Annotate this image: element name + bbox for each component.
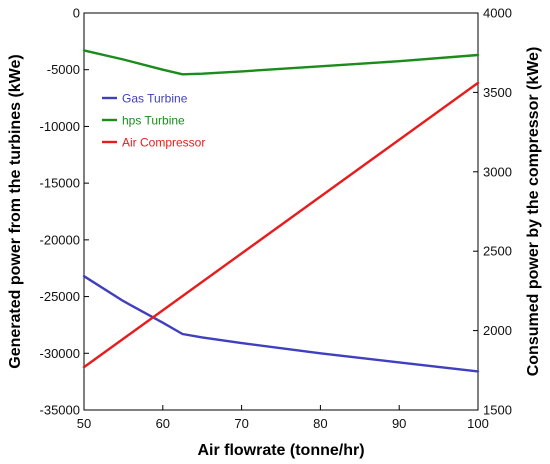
left-tick-label: -30000 [40,346,80,361]
legend-box [98,86,214,156]
right-tick-label: 2500 [483,244,512,259]
legend: Gas Turbine hps Turbine Air Compressor [98,86,214,156]
legend-label-gas-turbine: Gas Turbine [122,92,188,106]
ticks-layer: 50 60 70 80 90 100 0 -5000 -10000 -15000 -20000 -25… [40,6,512,432]
series-line-gas-turbine [82,275,480,373]
x-tick-label: 90 [392,416,406,431]
x-tick-label: 70 [234,416,248,431]
right-tick-label: 3000 [483,164,512,179]
x-tick-label: 100 [467,416,489,431]
left-y-axis-title: Generated power from the turbines (kWe) [7,54,24,368]
left-tick-label: -15000 [40,176,80,191]
left-tick-label: -5000 [47,62,80,77]
right-y-axis-title: Consumed power by the compressor (kWe) [525,47,542,377]
legend-label-air-compressor: Air Compressor [122,136,205,150]
series-layer [82,49,480,373]
series-line-air-compressor [82,81,480,369]
plot-area [83,12,479,411]
plot-frame [83,12,479,411]
x-axis-title: Air flowrate (tonne/hr) [197,442,364,459]
left-tick-label: -25000 [40,289,80,304]
right-tick-label: 3500 [483,85,512,100]
x-tick-label: 60 [156,416,170,431]
right-tick-label: 4000 [483,6,512,21]
left-tick-label: -10000 [40,119,80,134]
x-tick-label: 50 [77,416,91,431]
series-line-hps-turbine [82,49,480,76]
right-tick-label: 2000 [483,323,512,338]
left-tick-label: 0 [73,6,80,21]
legend-label-hps-turbine: hps Turbine [122,114,185,128]
x-tick-label: 80 [313,416,327,431]
right-tick-label: 1500 [483,403,512,418]
left-tick-label: -35000 [40,403,80,418]
left-tick-label: -20000 [40,232,80,247]
